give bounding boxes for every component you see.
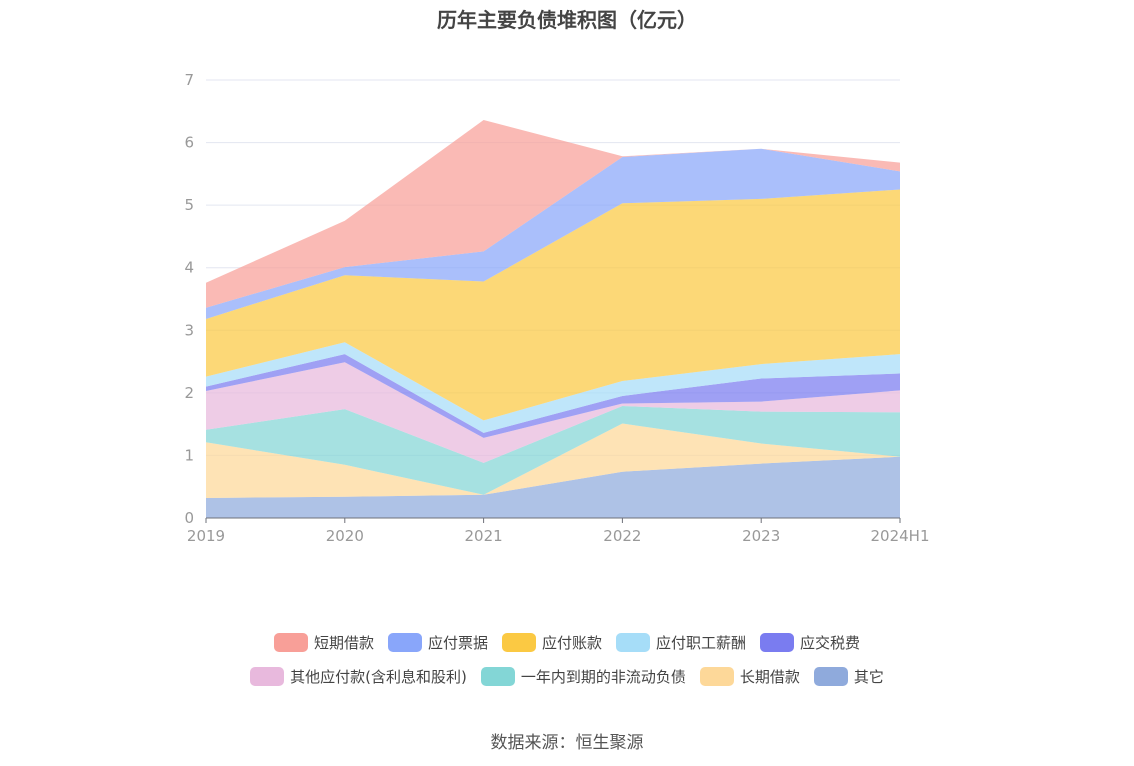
legend-swatch (616, 633, 650, 652)
legend-item[interactable]: 其它 (813, 666, 884, 687)
area-series-7 (206, 148, 900, 319)
area-series-5 (206, 342, 900, 433)
legend-item[interactable]: 其他应付款(含利息和股利) (250, 666, 467, 687)
legend-swatch (250, 667, 285, 686)
legend-label: 一年内到期的非流动负债 (520, 668, 686, 686)
x-tick-label: 2021 (465, 527, 503, 545)
y-tick-label: 7 (184, 71, 194, 89)
legend-item[interactable]: 短期借款 (273, 632, 374, 653)
y-tick-label: 0 (184, 509, 194, 527)
y-tick-label: 4 (184, 259, 194, 277)
legend-label: 应交税费 (800, 634, 861, 652)
legend-swatch (387, 633, 422, 652)
area-series-1 (206, 423, 900, 498)
legend-item[interactable]: 应付账款 (501, 632, 602, 653)
area-series-0 (206, 456, 900, 518)
legend-label: 其他应付款(含利息和股利) (290, 668, 467, 686)
legend-swatch (273, 633, 308, 652)
y-tick-label: 5 (184, 196, 194, 214)
area-series-6 (206, 189, 900, 421)
y-tick-label: 2 (184, 384, 194, 402)
area-series-3 (206, 362, 900, 463)
legend-swatch (501, 633, 536, 652)
area-series (206, 120, 900, 518)
legend-item[interactable]: 应交税费 (760, 632, 860, 653)
legend-item[interactable]: 应付票据 (387, 632, 488, 653)
legend-label: 短期借款 (313, 634, 374, 652)
legend-label: 长期借款 (739, 668, 800, 686)
legend-label: 应付职工薪酬 (656, 634, 747, 652)
y-tick-label: 3 (184, 321, 194, 339)
x-tick-label: 2019 (187, 527, 225, 545)
area-series-2 (206, 406, 900, 495)
legend-item[interactable]: 长期借款 (699, 666, 800, 687)
legend-swatch (480, 667, 515, 686)
legend-label: 其它 (853, 668, 884, 686)
axes: 0 1 2 3 4 5 6 7 2019 2020 2021 2022 2023 2024H1 (184, 71, 929, 545)
x-tick-label: 2020 (326, 527, 364, 545)
legend-label: 应付账款 (541, 634, 602, 652)
legend-swatch (760, 633, 795, 652)
legend-label: 应付票据 (427, 634, 488, 652)
legend-item[interactable]: 一年内到期的非流动负债 (480, 666, 686, 687)
legend-item[interactable]: 应付职工薪酬 (616, 632, 746, 653)
chart-title: 历年主要负债堆积图（亿元） (437, 8, 697, 32)
source-note: 数据来源：恒生聚源 (490, 733, 644, 753)
legend-row: 其他应付款(含利息和股利) 一年内到期的非流动负债 长期借款 其它 (0, 666, 1134, 687)
stacked-area-chart: 0 1 2 3 4 5 6 7 2019 2020 2021 2022 2023 2024H1 (184, 71, 929, 545)
area-series-8 (206, 120, 900, 308)
legend-swatch (813, 667, 848, 686)
x-tick-label: 2023 (742, 527, 780, 545)
legend: 短期借款 应付票据 应付账款 应付职工薪酬 应交税费其他应付款(含利息和股利) 一年内到期… (0, 632, 1134, 700)
legend-swatch (699, 667, 734, 686)
y-tick-label: 6 (184, 134, 194, 152)
x-tick-label: 2022 (603, 527, 641, 545)
area-series-4 (206, 354, 900, 438)
x-tick-label: 2024H1 (871, 527, 930, 545)
y-tick-label: 1 (184, 446, 194, 464)
legend-row: 短期借款 应付票据 应付账款 应付职工薪酬 应交税费 (0, 632, 1134, 653)
